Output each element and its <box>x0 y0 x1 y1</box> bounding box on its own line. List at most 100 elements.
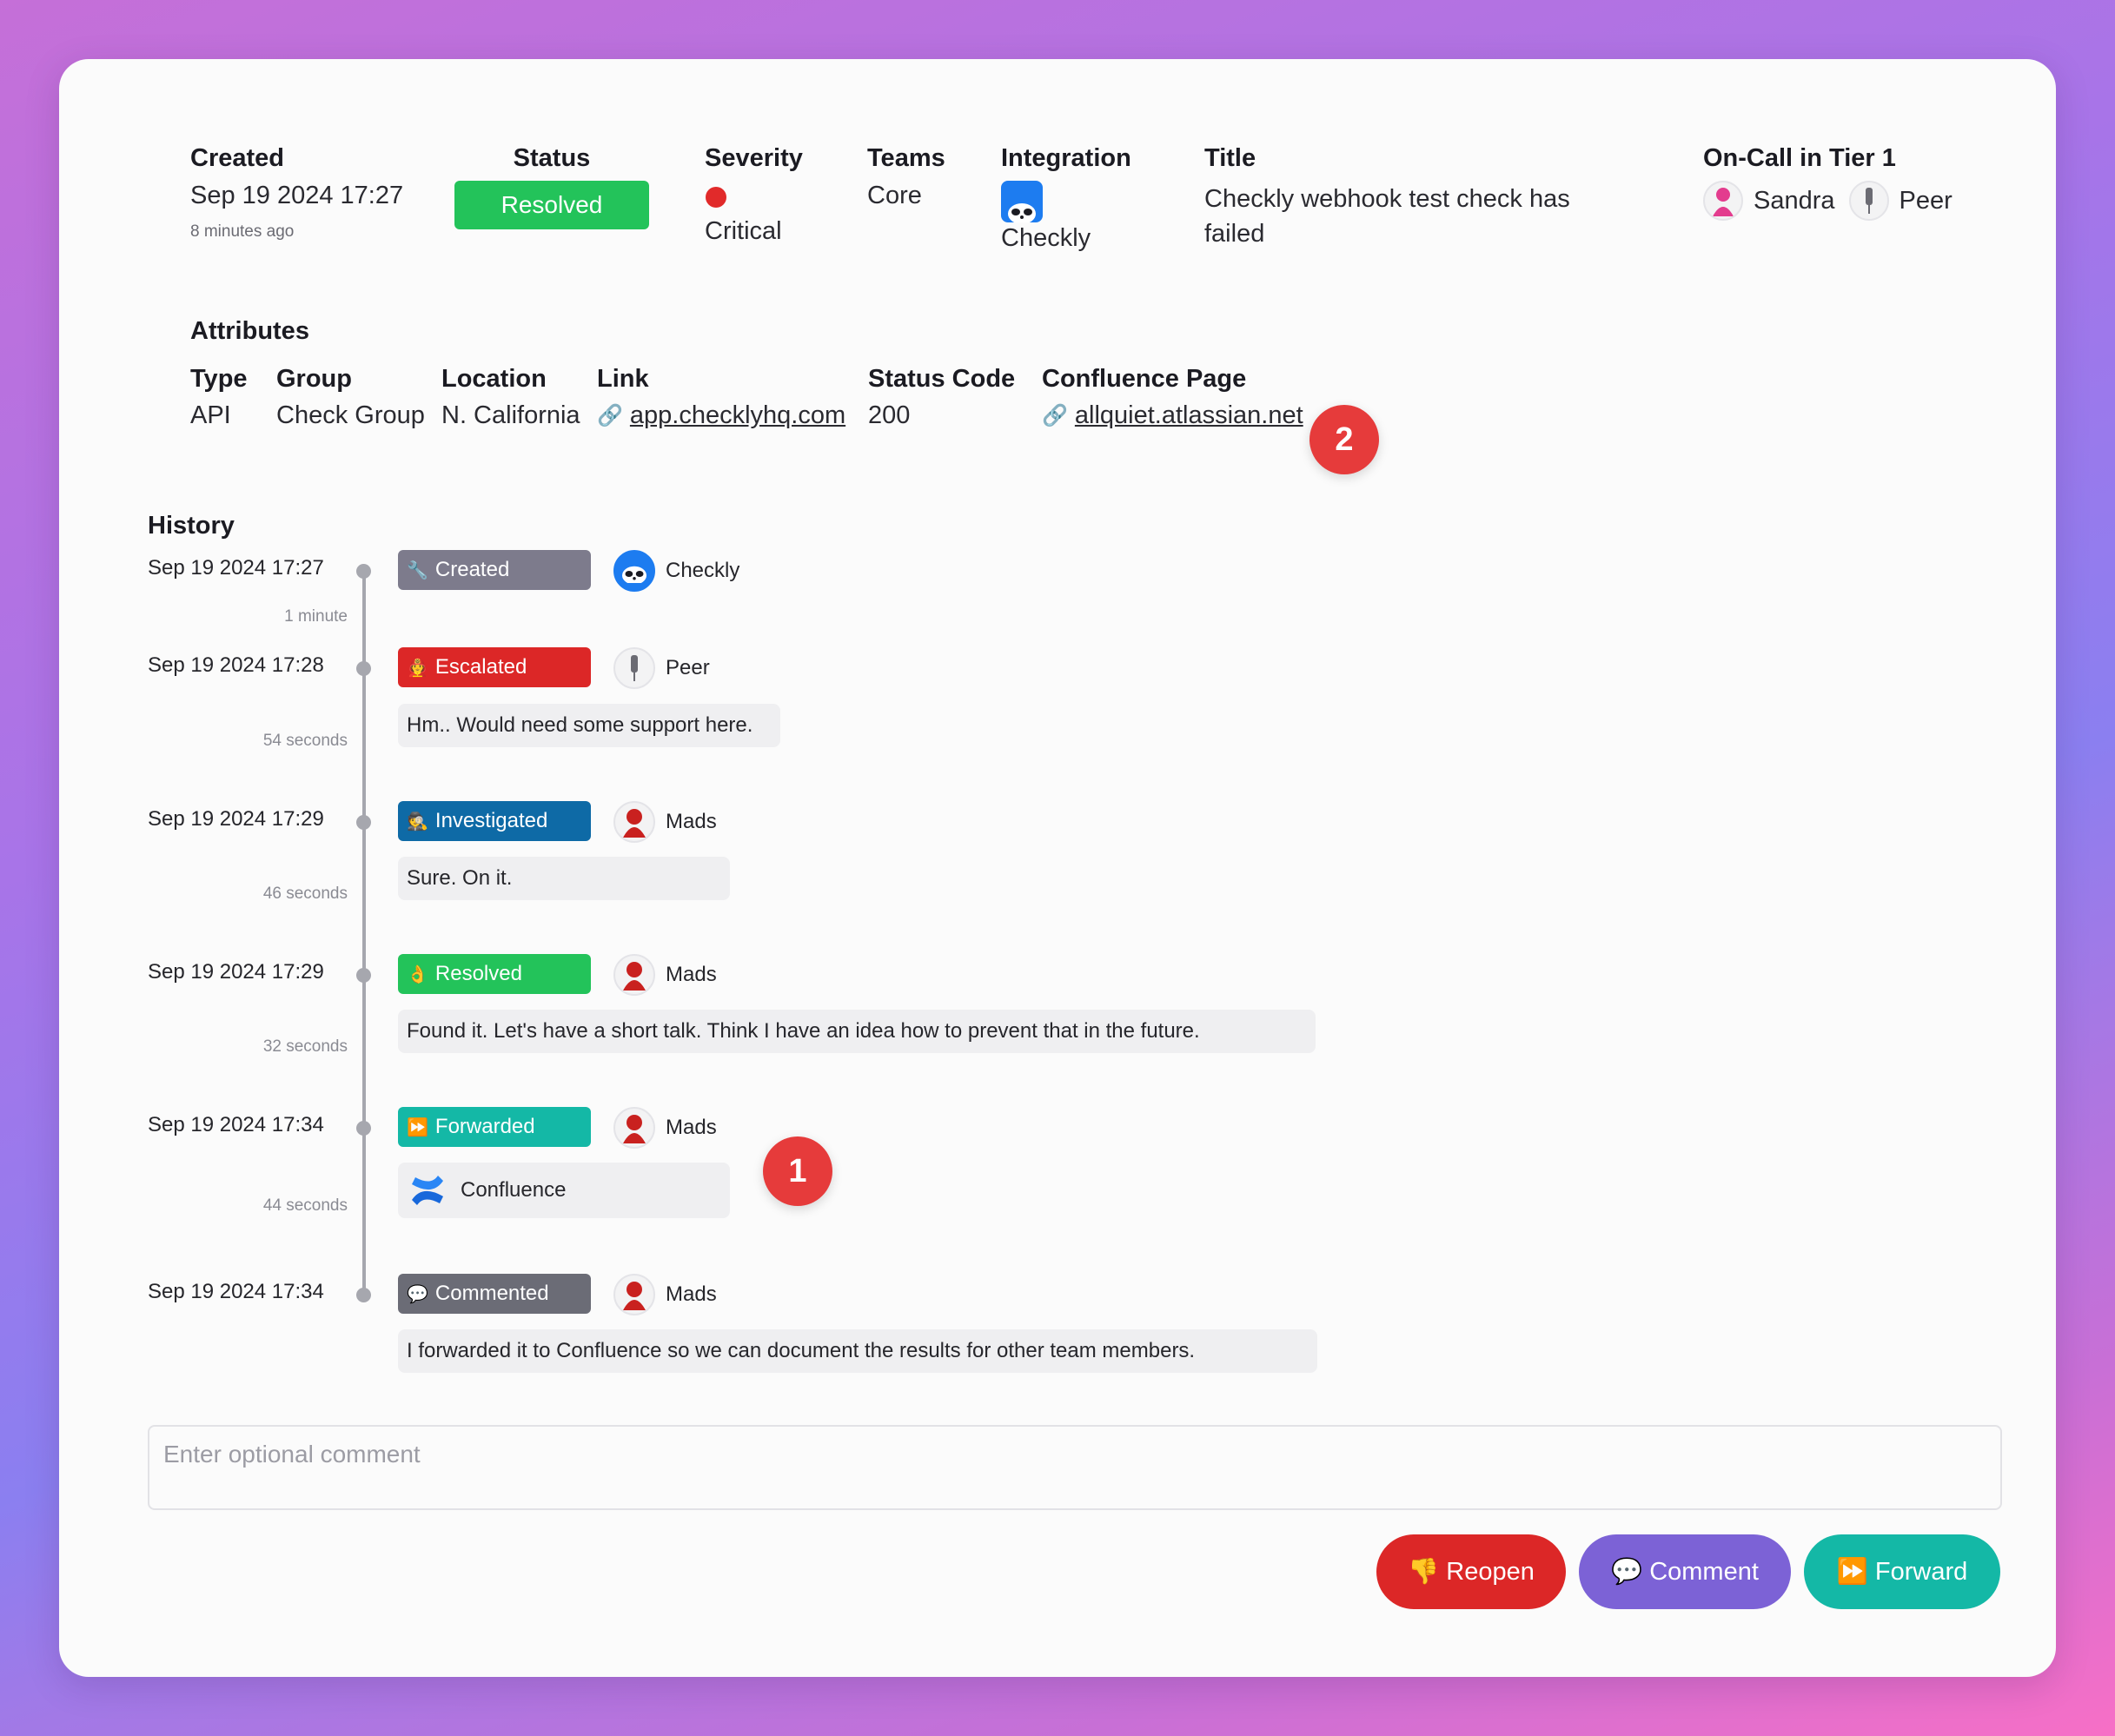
oncall-user-sandra: Sandra <box>1754 186 1835 215</box>
event-tag-commented: 💬 Commented <box>398 1274 591 1314</box>
mads-avatar[interactable] <box>613 1107 655 1149</box>
event-comment: I forwarded it to Confluence so we can d… <box>398 1329 1317 1373</box>
attr-link-label: Link <box>597 365 649 393</box>
timeline-dot <box>356 661 371 676</box>
timeline-dot <box>356 815 371 830</box>
attr-type-value: API <box>190 401 231 429</box>
created-value: Sep 19 2024 17:27 <box>190 182 404 209</box>
event-gap: 54 seconds <box>262 732 348 750</box>
timeline-dot <box>356 564 371 579</box>
attributes-heading: Attributes <box>190 317 309 345</box>
event-date: Sep 19 2024 17:34 <box>148 1280 324 1303</box>
attr-status-code-label: Status Code <box>868 365 1016 393</box>
event-comment: Sure. On it. <box>398 857 730 900</box>
detective-icon: 🕵️ <box>407 812 428 832</box>
event-tag-label: Forwarded <box>434 1115 535 1138</box>
checkly-logo-icon <box>1001 181 1043 222</box>
event-actor: Mads <box>613 1107 717 1149</box>
event-tag-label: Created <box>434 558 510 581</box>
actor-name: Mads <box>666 1116 717 1139</box>
event-gap: 1 minute <box>284 607 348 626</box>
history-heading: History <box>148 512 235 540</box>
actor-name: Mads <box>666 810 717 833</box>
event-tag-label: Resolved <box>434 962 522 985</box>
incident-title: Checkly webhook test check has failed <box>1204 185 1570 248</box>
event-comment: Found it. Let's have a short talk. Think… <box>398 1010 1316 1053</box>
event-tag-escalated: 🧑‍🚒 Escalated <box>398 647 591 687</box>
link-icon: 🔗 <box>1042 404 1068 427</box>
mads-avatar[interactable] <box>613 801 655 843</box>
integration-value: Checkly <box>1001 224 1091 252</box>
event-actor: Mads <box>613 1274 717 1315</box>
ok-hand-icon: 👌 <box>407 964 428 984</box>
title-label: Title <box>1204 144 1256 172</box>
thumbs-down-icon: 👎 <box>1408 1558 1440 1586</box>
event-tag-label: Commented <box>434 1282 549 1305</box>
forward-target[interactable]: Confluence <box>398 1163 730 1218</box>
attr-confluence-label: Confluence Page <box>1042 365 1247 393</box>
severity-value: Critical <box>705 217 782 245</box>
sandra-avatar[interactable] <box>1703 181 1743 221</box>
event-actor: Mads <box>613 801 717 843</box>
mads-avatar[interactable] <box>613 954 655 996</box>
checkly-link[interactable]: app.checklyhq.com <box>629 401 846 429</box>
forward-button[interactable]: ⏩ Forward <box>1804 1534 2000 1609</box>
peer-avatar[interactable] <box>1848 181 1889 221</box>
callout-badge-1: 1 <box>763 1136 832 1206</box>
actor-name: Checkly <box>666 559 740 582</box>
peer-avatar[interactable] <box>613 647 655 689</box>
comment-input[interactable] <box>148 1425 2002 1510</box>
attr-group-value: Check Group <box>276 401 425 429</box>
teams-value: Core <box>867 182 922 209</box>
fast-forward-icon: ⏩ <box>1836 1558 1868 1586</box>
integration-label: Integration <box>1001 144 1131 172</box>
confluence-link[interactable]: allquiet.atlassian.net <box>1074 401 1303 429</box>
event-tag-forwarded: ⏩ Forwarded <box>398 1107 591 1147</box>
comment-button[interactable]: 💬 Comment <box>1579 1534 1791 1609</box>
attr-confluence-row: 🔗 allquiet.atlassian.net <box>1042 401 1303 430</box>
timeline-dot <box>356 1288 371 1302</box>
attr-status-code-value: 200 <box>868 401 911 429</box>
event-actor: Mads <box>613 954 717 996</box>
oncall-user-peer: Peer <box>1899 186 1953 215</box>
event-tag-created: 🔧 Created <box>398 550 591 590</box>
attr-link-row: 🔗 app.checklyhq.com <box>597 401 845 430</box>
event-date: Sep 19 2024 17:34 <box>148 1113 324 1136</box>
comment-label: Comment <box>1649 1557 1759 1586</box>
reopen-button[interactable]: 👎 Reopen <box>1376 1534 1566 1609</box>
event-tag-investigated: 🕵️ Investigated <box>398 801 591 841</box>
oncall-list: Sandra Peer <box>1703 181 1953 221</box>
event-tag-label: Escalated <box>434 655 527 679</box>
speech-bubble-icon: 💬 <box>407 1284 428 1304</box>
event-date: Sep 19 2024 17:28 <box>148 653 324 677</box>
timeline-dot <box>356 968 371 983</box>
event-date: Sep 19 2024 17:27 <box>148 556 324 580</box>
event-gap: 32 seconds <box>262 1037 348 1056</box>
actor-name: Peer <box>666 656 710 679</box>
confluence-icon <box>412 1176 443 1205</box>
teams-label: Teams <box>867 144 945 172</box>
timeline-dot <box>356 1121 371 1136</box>
firefighter-icon: 🧑‍🚒 <box>407 658 428 678</box>
event-gap: 46 seconds <box>262 885 348 903</box>
actor-name: Mads <box>666 1282 717 1306</box>
event-actor: Peer <box>613 647 710 689</box>
reopen-label: Reopen <box>1446 1557 1535 1586</box>
mads-avatar[interactable] <box>613 1274 655 1315</box>
incident-card: Created Sep 19 2024 17:27 8 minutes ago … <box>59 59 2056 1677</box>
forward-target-name: Confluence <box>461 1178 567 1202</box>
event-tag-label: Investigated <box>434 809 548 832</box>
forward-label: Forward <box>1874 1557 1968 1586</box>
speech-bubble-icon: 💬 <box>1611 1558 1643 1586</box>
created-label: Created <box>190 144 284 172</box>
status-label: Status <box>513 144 591 172</box>
callout-badge-2: 2 <box>1309 405 1379 474</box>
event-gap: 44 seconds <box>262 1196 348 1215</box>
status-badge: Resolved <box>454 181 649 229</box>
attr-location-label: Location <box>441 365 547 393</box>
event-comment: Hm.. Would need some support here. <box>398 704 780 747</box>
timeline-line <box>362 572 366 1295</box>
attr-group-label: Group <box>276 365 352 393</box>
checkly-avatar[interactable] <box>613 550 655 592</box>
created-ago: 8 minutes ago <box>190 222 295 241</box>
